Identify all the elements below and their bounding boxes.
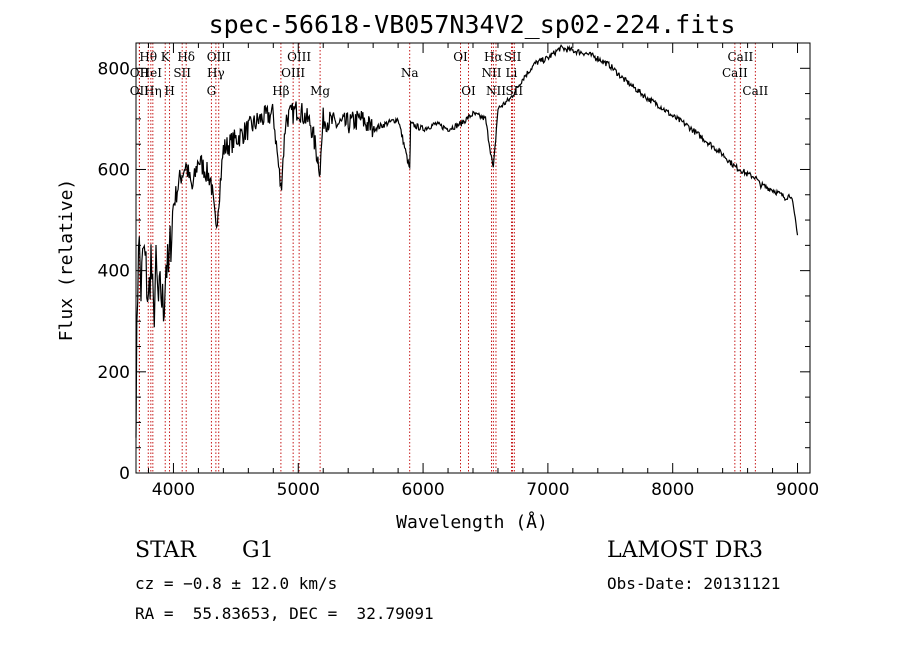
y-tick-label: 400	[98, 262, 130, 282]
spectral-line-label: OIII	[281, 66, 305, 80]
spectrum-line	[135, 44, 799, 438]
x-tick-label: 7000	[526, 480, 569, 500]
spectral-line-label: NII	[486, 84, 506, 98]
object-class: STAR	[135, 538, 196, 563]
spectral-line-label: Hθ	[139, 50, 157, 64]
spectral-line-label: Hβ	[272, 84, 289, 98]
spectral-line-label: OII	[130, 66, 150, 80]
x-tick-label: 8000	[651, 480, 694, 500]
spectral-line-label: H	[164, 84, 174, 98]
spectral-line-label: OI	[461, 84, 476, 98]
spectral-line-label: K	[161, 50, 171, 64]
x-tick-label: 4000	[152, 480, 195, 500]
spectral-line-label: Hα	[484, 50, 503, 64]
spectral-line-label: OIII	[207, 50, 231, 64]
spectral-line-label: Hδ	[177, 50, 195, 64]
y-tick-label: 800	[98, 59, 130, 79]
survey-name: LAMOST DR3	[607, 538, 763, 563]
x-tick-label: 5000	[277, 480, 320, 500]
spectral-line-label: Na	[401, 66, 419, 80]
spectral-line-label: Mg	[310, 84, 330, 98]
spectral-line-label: HeI	[140, 66, 163, 80]
spectral-line-label: SII	[504, 50, 522, 64]
spectral-line-label: SII	[173, 66, 191, 80]
spectral-line-label: SII	[505, 84, 523, 98]
chart-title: spec-56618-VB057N34V2_sp02-224.fits	[209, 10, 736, 39]
spectral-line-label: OI	[453, 50, 468, 64]
spectral-line-label: CaII	[742, 84, 768, 98]
x-axis-label: Wavelength (Å)	[396, 511, 548, 533]
spectral-line-label: OIII	[287, 50, 311, 64]
spectral-line-label: CaII	[722, 66, 748, 80]
spectral-line-label: Hγ	[207, 66, 225, 80]
axis-ticks: 4000 5000 6000 7000 8000 9000 0 200 400 600 800	[98, 42, 819, 500]
coordinates: RA = 55.83653, DEC = 32.79091	[135, 604, 434, 623]
observation-date: Obs-Date: 20131121	[607, 574, 781, 593]
spectral-line-label: G	[207, 84, 217, 98]
y-tick-label: 200	[98, 363, 130, 383]
y-axis-label: Flux (relative)	[56, 179, 77, 342]
y-tick-label: 0	[119, 464, 130, 484]
x-tick-label: 6000	[401, 480, 444, 500]
spectral-line-label: OII	[130, 84, 150, 98]
spectral-line-label: Li	[506, 66, 518, 80]
plot-frame	[135, 42, 811, 474]
spectral-line-label: Hη	[144, 84, 162, 98]
y-tick-label: 600	[98, 160, 130, 180]
spectral-line-label: NII	[481, 66, 501, 80]
spectral-line-label: CaII	[727, 50, 753, 64]
redshift-cz: cz = −0.8 ± 12.0 km/s	[135, 574, 338, 593]
object-subclass: G1	[242, 538, 274, 563]
x-tick-label: 9000	[776, 480, 819, 500]
